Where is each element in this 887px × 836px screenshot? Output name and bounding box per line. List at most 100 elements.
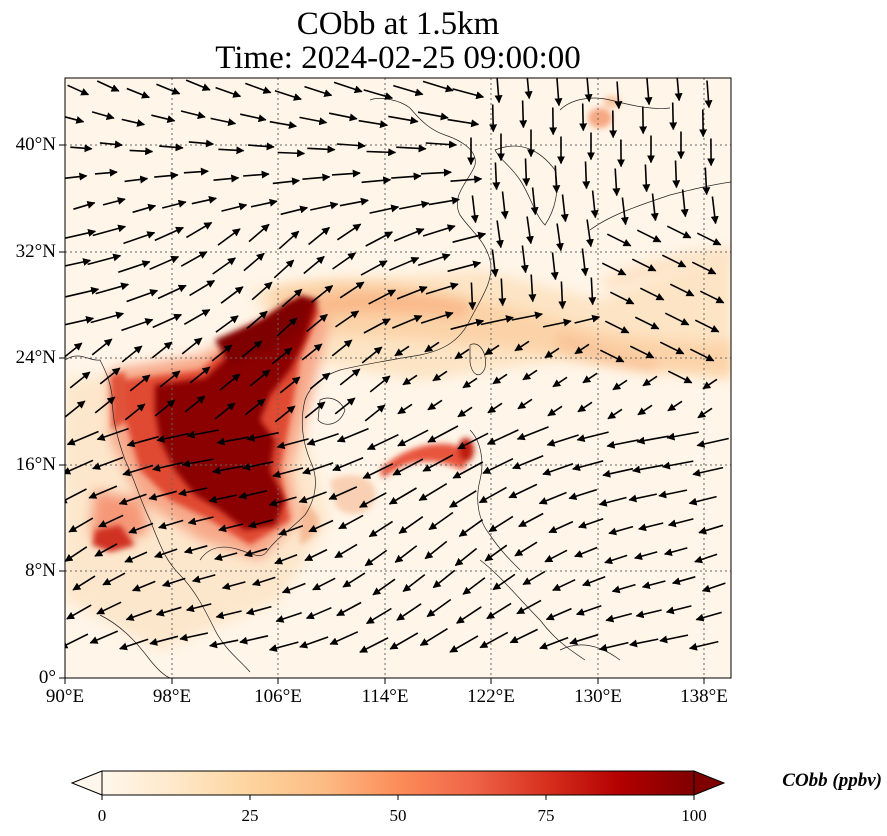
wind-arrow [183,167,209,176]
wind-arrow [518,512,544,528]
wind-arrow [369,204,400,214]
lon-label-122E: 122°E [467,686,515,707]
colorbar-extend-high [693,770,726,796]
wind-arrow [519,100,528,129]
wind-arrow [276,317,298,337]
wind-arrow [304,548,328,562]
wind-arrow [72,575,96,591]
wind-arrow [125,609,152,621]
wind-arrow [484,344,500,356]
wind-arrow [402,573,426,593]
wind-arrow [428,511,454,531]
wind-arrow [425,282,459,295]
wind-arrow [126,435,159,448]
wind-arrow [277,149,306,158]
wind-arrow [124,403,146,421]
wind-arrow [212,465,244,475]
wind-arrow [65,286,100,298]
wind-arrow [482,457,514,475]
wind-arrow [180,251,208,267]
wind-arrow [363,89,394,100]
wind-arrow [118,260,151,274]
wind-arrow [214,402,236,420]
wind-arrow [303,255,325,275]
wind-arrow [452,461,484,479]
wind-arrow [94,543,118,557]
wind-arrow [669,102,678,131]
wind-arrow [183,545,208,555]
lon-label-138E: 138°E [680,686,728,707]
wind-arrow [399,200,430,210]
colorbar-tick-0: 0 [97,806,107,825]
wind-arrow [157,284,187,300]
wind-arrow [191,195,217,205]
wind-arrow [248,223,270,243]
wind-arrow [609,291,635,305]
wind-arrow [332,457,364,472]
wind-arrow [189,366,211,384]
wind-arrow [275,612,302,623]
wind-arrow [394,345,410,357]
wind-arrow [568,488,598,501]
wind-arrow [391,172,422,181]
wind-arrow [696,437,729,448]
wind-arrow [450,175,483,184]
wind-arrow [221,202,248,212]
wind-arrow [508,483,538,499]
wind-arrow [520,245,529,274]
wind-arrow [688,640,719,651]
wind-arrow [129,374,151,392]
wind-arrow [159,370,181,388]
wind-arrow [490,249,499,278]
wind-arrow [470,195,479,224]
wind-arrow [495,220,504,249]
wind-arrow [528,274,537,303]
wind-arrow [246,310,268,330]
wind-arrow [667,518,694,528]
wind-arrow [358,119,389,129]
wind-arrow [667,400,683,412]
wind-arrow [218,523,244,533]
wind-arrow [674,78,683,102]
wind-arrow [240,113,267,123]
colorbar-tick-75: 75 [537,806,555,825]
wind-arrow [419,628,448,646]
wind-arrow [702,167,711,196]
wind-arrow [509,628,538,644]
wind-arrow [306,313,328,333]
wind-arrow [241,461,274,471]
wind-arrow [516,599,542,615]
wind-arrow [665,605,692,615]
wind-arrow [612,168,621,197]
wind-arrow [512,454,544,470]
wind-arrow [644,78,653,106]
wind-arrow [278,230,300,250]
wind-arrow [492,162,501,191]
wind-arrow [339,281,365,299]
wind-arrow [188,139,214,148]
wind-arrow [273,259,295,279]
wind-arrow [149,635,179,646]
wind-arrow [420,168,452,177]
wind-arrow [249,369,271,387]
wind-arrow [132,203,157,214]
wind-arrow [661,254,687,268]
wind-arrow [396,144,427,153]
wind-arrow [209,639,239,649]
wind-arrow [304,401,326,419]
wind-arrow [363,318,391,334]
wind-arrow [514,340,530,352]
wind-arrow [389,256,420,271]
wind-arrow [149,255,180,271]
wind-arrow [243,170,270,179]
wind-arrow [699,290,725,304]
wind-arrow [155,606,182,617]
wind-arrow [392,458,424,476]
wind-arrow [214,552,238,562]
wind-arrow [661,460,694,470]
wind-arrow [524,78,533,100]
wind-arrow [639,287,665,301]
wind-arrow [87,253,122,266]
colorbar-tick-50: 50 [389,806,407,825]
